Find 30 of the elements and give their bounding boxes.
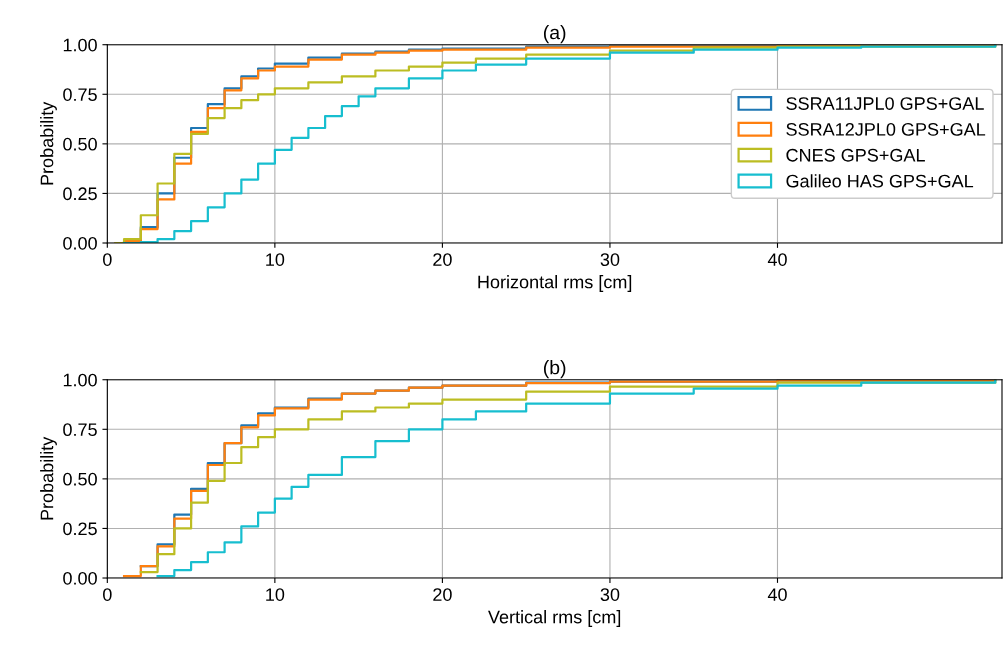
y-tick-label: 0.00 [63, 236, 97, 250]
y-tick-label: 0.75 [63, 88, 97, 101]
chart-title: (b) [543, 360, 566, 379]
legend-label: SSRA11JPL0 GPS+GAL [786, 97, 984, 110]
x-tick-label: 20 [433, 588, 452, 601]
x-axis-title: Vertical rms [cm] [488, 610, 621, 627]
x-tick-label: 30 [600, 588, 620, 601]
x-tick-label: 30 [600, 253, 620, 266]
chart-title: (a) [543, 25, 566, 44]
x-tick-label: 10 [266, 253, 285, 266]
y-axis-title: Probability [40, 101, 57, 185]
y-tick-label: 0.00 [63, 571, 97, 585]
y-tick-label: 0.25 [63, 522, 97, 536]
y-tick-label: 0.75 [63, 423, 97, 437]
x-tick-label: 10 [266, 588, 285, 601]
y-tick-label: 0.25 [63, 187, 97, 201]
legend-label: CNES GPS+GAL [786, 148, 925, 162]
x-tick-label: 40 [767, 253, 787, 266]
y-axis-title: Probability [40, 436, 57, 520]
x-tick-label: 40 [767, 588, 787, 601]
x-tick-label: 0 [103, 253, 112, 266]
x-tick-label: 20 [433, 253, 452, 266]
y-tick-label: 1.00 [63, 373, 97, 387]
legend-label: Galileo HAS GPS+GAL [786, 174, 974, 188]
x-tick-label: 0 [103, 588, 112, 601]
y-tick-label: 0.50 [63, 137, 97, 151]
y-tick-label: 1.00 [63, 38, 97, 52]
legend-label: SSRA12JPL0 GPS+GAL [786, 122, 986, 136]
x-axis-title: Horizontal rms [cm] [478, 275, 632, 292]
y-tick-label: 0.50 [63, 472, 97, 486]
